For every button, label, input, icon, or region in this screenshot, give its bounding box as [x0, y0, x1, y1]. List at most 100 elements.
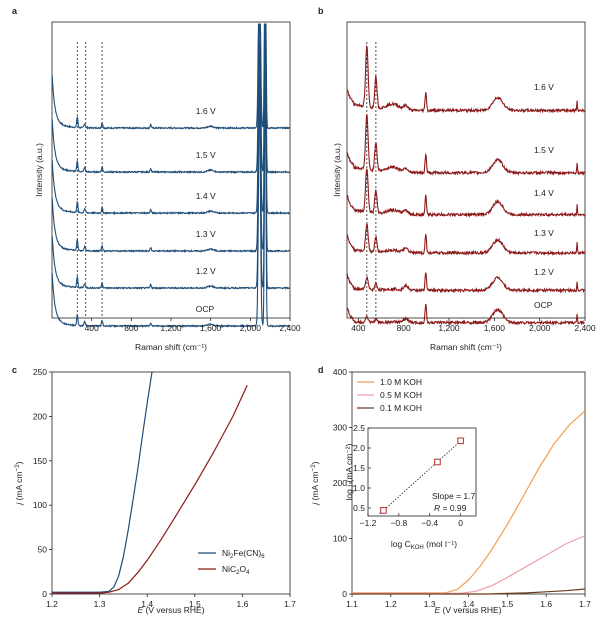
ytick-label-c-4: 200: [33, 411, 47, 421]
panel-b-letter: b: [318, 6, 324, 16]
inset-ytick-label-4: 2.5: [353, 423, 365, 433]
inset-ylabel: log j (mA cm⁻²): [344, 443, 354, 500]
inset-xlabel: log CKOH (mol l⁻¹): [391, 539, 457, 551]
panel-b-frame: [346, 21, 586, 319]
series-line-d-2: [352, 588, 586, 595]
ytick-label-d-3: 300: [333, 423, 347, 433]
inset-slope-annotation: Slope = 1.7: [432, 491, 476, 501]
raman-trace-a-3: [51, 23, 291, 253]
ytick-label-d-4: 400: [333, 367, 347, 377]
panel-d-koh-plot: 1.1 1.2 1.3 1.4 1.5 1.6 1.7 0 100 200 300 400 1.0 M…: [310, 367, 591, 615]
series-line-d-1: [352, 535, 586, 594]
raman-trace-a-1: [51, 23, 291, 175]
raman-trace-label-b-5: OCP: [534, 300, 553, 310]
legend-label-d-0: 1.0 M KOH: [380, 377, 422, 387]
xtick-label-a-3: 1,600: [200, 323, 222, 333]
xtick-label-a-0: 400: [85, 323, 99, 333]
raman-trace-a-5: [51, 62, 291, 329]
xtick-label-c-5: 1.7: [284, 599, 296, 609]
inset-data-point-1: [434, 458, 441, 466]
xtick-label-d-0: 1.1: [346, 599, 358, 609]
xtick-label-d-4: 1.5: [501, 599, 513, 609]
xtick-label-b-1: 800: [397, 323, 411, 333]
xtick-label-b-3: 1,600: [484, 323, 506, 333]
panel-d-letter: d: [318, 365, 324, 375]
raman-trace-a-2: [51, 23, 291, 216]
ytick-label-c-0: 0: [42, 589, 47, 599]
inset-ytick-label-0: 0.5: [353, 503, 365, 513]
panel-a-ylabel: Intensity (a.u.): [34, 143, 44, 197]
xtick-label-a-4: 2,000: [240, 323, 262, 333]
ytick-label-d-0: 0: [342, 589, 347, 599]
ytick-label-c-3: 150: [33, 456, 47, 466]
raman-trace-b-1: [346, 114, 586, 176]
ytick-label-c-1: 50: [38, 545, 48, 555]
legend-label-d-2: 0.1 M KOH: [380, 403, 422, 413]
inset-xtick-label-1: −0.8: [390, 518, 407, 528]
xtick-label-c-0: 1.2: [46, 599, 58, 609]
raman-trace-b-5: [346, 303, 585, 327]
xtick-label-d-3: 1.4: [463, 599, 475, 609]
raman-trace-b-0: [346, 44, 586, 114]
panel-d-ylabel: j (mA cm−2): [310, 461, 320, 505]
inset-r-annotation: R = 0.99: [434, 503, 467, 513]
panel-c-letter: c: [12, 365, 17, 375]
panel-b-ylabel: Intensity (a.u.): [332, 143, 342, 197]
raman-trace-label-b-1: 1.5 V: [534, 145, 554, 155]
panel-d-legend: 1.0 M KOH 0.5 M KOH 0.1 M KOH: [357, 377, 422, 413]
inset-xtick-label-0: −1.2: [360, 518, 377, 528]
legend-label-nic2o4: NiC2O4: [222, 564, 250, 576]
inset-xtick-label-2: −0.4: [421, 518, 438, 528]
ytick-label-d-2: 200: [333, 478, 347, 488]
raman-trace-label-b-2: 1.4 V: [534, 188, 554, 198]
raman-trace-label-a-2: 1.4 V: [196, 191, 216, 201]
xtick-label-a-5: 2,400: [279, 323, 301, 333]
xtick-label-b-4: 2,000: [529, 323, 551, 333]
panel-c-ylabel: j (mA cm−2): [14, 461, 24, 505]
xtick-label-d-1: 1.2: [385, 599, 397, 609]
panel-c-polarization-plot: 1.2 1.3 1.4 1.5 1.6 1.7 0 50 100 150 200 250 Ni2Fe(…: [14, 367, 296, 615]
raman-trace-b-3: [346, 223, 586, 256]
xtick-label-d-2: 1.3: [424, 599, 436, 609]
raman-trace-label-a-0: 1.6 V: [196, 106, 216, 116]
inset-data-point-0: [380, 507, 387, 514]
xtick-label-c-1: 1.3: [94, 599, 106, 609]
raman-trace-b-4: [346, 272, 586, 294]
raman-trace-label-a-3: 1.3 V: [196, 229, 216, 239]
raman-trace-b-2: [346, 168, 586, 218]
xtick-label-b-0: 400: [351, 323, 365, 333]
inset-data-point-2: [457, 437, 464, 445]
inset-fit-line: [379, 437, 465, 515]
panel-d-xlabel: E (V versus RHE): [434, 605, 501, 615]
panel-a-xlabel: Raman shift (cm⁻¹): [135, 342, 207, 352]
panel-b-xlabel: Raman shift (cm⁻¹): [430, 342, 502, 352]
raman-trace-label-a-1: 1.5 V: [196, 150, 216, 160]
xtick-label-d-5: 1.6: [540, 599, 552, 609]
xtick-label-c-2: 1.4: [141, 599, 153, 609]
inset-ytick-label-2: 1.5: [353, 463, 365, 473]
inset-ytick-label-1: 1.0: [353, 483, 365, 493]
inset-ytick-label-3: 2.0: [353, 443, 365, 453]
series-line-d-0: [352, 410, 586, 594]
xtick-label-c-4: 1.6: [236, 599, 248, 609]
series-line-c-0: [52, 371, 153, 593]
xtick-label-b-2: 1,200: [438, 323, 460, 333]
raman-trace-label-b-3: 1.3 V: [534, 228, 554, 238]
raman-trace-label-b-0: 1.6 V: [534, 82, 554, 92]
panel-c-xlabel: E (V versus RHE): [137, 605, 204, 615]
panel-c-legend: Ni2Fe(CN)6 NiC2O4: [198, 548, 265, 576]
legend-label-nife: Ni2Fe(CN)6: [222, 548, 265, 560]
ytick-label-c-2: 100: [33, 500, 47, 510]
raman-trace-a-4: [51, 45, 291, 291]
xtick-label-c-3: 1.5: [189, 599, 201, 609]
ytick-label-c-5: 250: [33, 367, 47, 377]
panel-b-raman-plot: 1.6 V 1.5 V 1.4 V 1.3 V 1.2 V OCP 400 800 1,200…: [332, 21, 596, 352]
ytick-label-d-1: 100: [333, 534, 347, 544]
xtick-label-b-5: 2,400: [574, 323, 596, 333]
raman-trace-a-0: [51, 23, 290, 130]
xtick-label-a-2: 1,200: [160, 323, 182, 333]
panel-a-letter: a: [12, 6, 18, 16]
series-line-c-1: [52, 385, 248, 594]
raman-trace-label-b-4: 1.2 V: [534, 267, 554, 277]
